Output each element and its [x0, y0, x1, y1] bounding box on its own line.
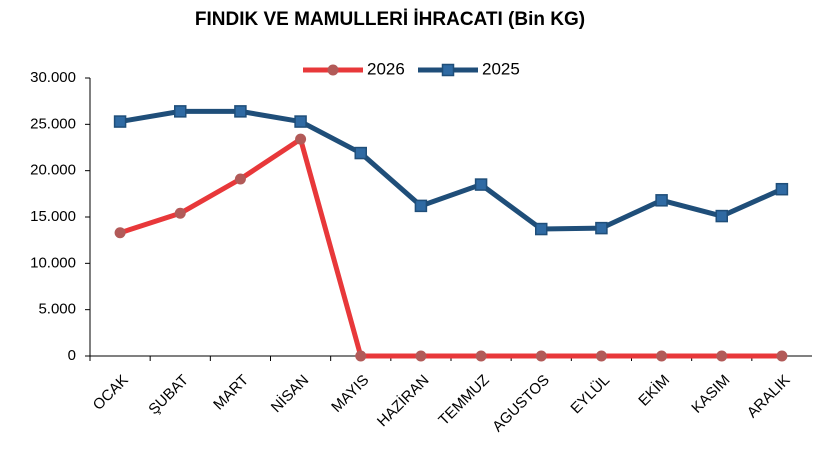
x-tick-label: EKİM: [635, 371, 674, 410]
x-tick-label: OCAK: [90, 372, 132, 414]
marker: [656, 350, 668, 362]
line-series: [119, 108, 783, 232]
marker: [234, 105, 247, 118]
y-tick-label: 30.000: [30, 69, 76, 86]
y-tick-label: 15.000: [30, 208, 76, 225]
marker: [174, 105, 187, 118]
marker: [716, 350, 728, 362]
y-tick-label: 5.000: [38, 301, 76, 318]
marker: [414, 199, 428, 213]
marker: [655, 194, 668, 207]
marker: [715, 209, 728, 223]
marker: [114, 227, 126, 239]
marker: [776, 350, 788, 362]
chart-title: FINDIK VE MAMULLERİ İHRACATI (Bin KG): [195, 9, 585, 30]
marker: [355, 350, 367, 362]
marker: [775, 182, 789, 196]
x-tick-label: ARALIK: [744, 372, 794, 422]
x-tick-label: EYLÜL: [567, 371, 613, 417]
line-series: [119, 136, 782, 359]
x-tick-label: KASIM: [688, 372, 733, 417]
x-tick-label: AGUSTOS: [489, 372, 553, 436]
marker: [113, 115, 127, 128]
marker: [595, 221, 608, 235]
y-tick-label: 20.000: [30, 162, 76, 179]
marker: [174, 207, 186, 219]
legend-label: 2025: [482, 59, 520, 78]
x-tick-label: MART: [210, 372, 252, 414]
marker: [441, 63, 455, 77]
marker: [474, 178, 488, 191]
marker: [327, 64, 339, 76]
marker: [354, 146, 367, 160]
y-tick-label: 10.000: [30, 254, 76, 271]
marker: [595, 350, 607, 362]
y-tick-label: 25.000: [30, 115, 76, 132]
marker: [535, 350, 547, 362]
x-tick-label: ŞUBAT: [145, 372, 192, 419]
marker: [475, 350, 487, 362]
x-tick-label: MAYIS: [328, 372, 372, 416]
x-tick-label: NİSAN: [267, 371, 312, 416]
marker: [234, 173, 246, 185]
y-tick-label: 0: [68, 347, 76, 364]
x-tick-label: HAZİRAN: [373, 371, 432, 430]
marker: [295, 133, 307, 145]
x-tick-label: TEMMUZ: [435, 372, 492, 429]
marker: [294, 115, 307, 128]
marker: [535, 222, 548, 236]
marker: [415, 350, 427, 362]
legend-label: 2026: [367, 59, 405, 78]
